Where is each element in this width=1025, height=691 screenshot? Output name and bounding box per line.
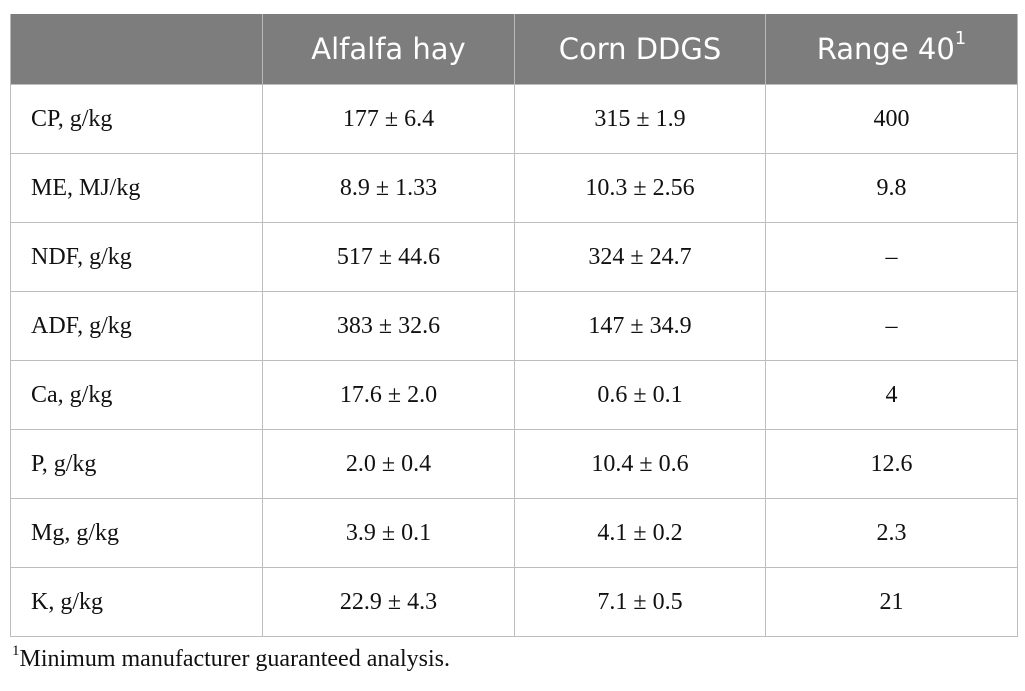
table-cell: 177 ± 6.4: [262, 84, 515, 154]
table-cell: –: [765, 291, 1018, 361]
table-row: CP, g/kg 177 ± 6.4 315 ± 1.9 400: [10, 84, 1018, 154]
table-cell: 22.9 ± 4.3: [262, 567, 515, 637]
header-cell-empty: [10, 14, 263, 85]
row-label: ADF, g/kg: [10, 291, 263, 361]
table-row: NDF, g/kg 517 ± 44.6 324 ± 24.7 –: [10, 222, 1018, 292]
table-cell: 10.4 ± 0.6: [514, 429, 766, 499]
table-cell: 8.9 ± 1.33: [262, 153, 515, 223]
row-label: NDF, g/kg: [10, 222, 263, 292]
table-cell: 4.1 ± 0.2: [514, 498, 766, 568]
row-label: Ca, g/kg: [10, 360, 263, 430]
row-label: Mg, g/kg: [10, 498, 263, 568]
footnote-text: Minimum manufacturer guaranteed analysis…: [19, 646, 451, 672]
header-row: Alfalfa hay Corn DDGS Range 401: [10, 14, 1018, 85]
table-cell: 2.3: [765, 498, 1018, 568]
table-cell: 0.6 ± 0.1: [514, 360, 766, 430]
table-cell: 383 ± 32.6: [262, 291, 515, 361]
table-cell: 147 ± 34.9: [514, 291, 766, 361]
footnote-marker: 1: [12, 643, 20, 659]
table-cell: 7.1 ± 0.5: [514, 567, 766, 637]
footnote-marker: 1: [954, 28, 967, 50]
table-cell: 9.8: [765, 153, 1018, 223]
header-cell-alfalfa-hay: Alfalfa hay: [262, 14, 515, 85]
table-cell: 10.3 ± 2.56: [514, 153, 766, 223]
table-cell: –: [765, 222, 1018, 292]
header-cell-corn-ddgs: Corn DDGS: [514, 14, 766, 85]
table-cell: 324 ± 24.7: [514, 222, 766, 292]
nutrient-composition-table: Alfalfa hay Corn DDGS Range 401 CP, g/kg…: [10, 14, 1018, 637]
table-body: CP, g/kg 177 ± 6.4 315 ± 1.9 400 ME, MJ/…: [10, 84, 1018, 637]
table-cell: 517 ± 44.6: [262, 222, 515, 292]
table-row: K, g/kg 22.9 ± 4.3 7.1 ± 0.5 21: [10, 567, 1018, 637]
table-cell: 12.6: [765, 429, 1018, 499]
table-footnote: 1Minimum manufacturer guaranteed analysi…: [12, 643, 451, 673]
row-label: CP, g/kg: [10, 84, 263, 154]
table-row: ADF, g/kg 383 ± 32.6 147 ± 34.9 –: [10, 291, 1018, 361]
table-cell: 3.9 ± 0.1: [262, 498, 515, 568]
table-cell: 400: [765, 84, 1018, 154]
table-cell: 17.6 ± 2.0: [262, 360, 515, 430]
table-row: Mg, g/kg 3.9 ± 0.1 4.1 ± 0.2 2.3: [10, 498, 1018, 568]
table-row: P, g/kg 2.0 ± 0.4 10.4 ± 0.6 12.6: [10, 429, 1018, 499]
table-row: ME, MJ/kg 8.9 ± 1.33 10.3 ± 2.56 9.8: [10, 153, 1018, 223]
table-cell: 315 ± 1.9: [514, 84, 766, 154]
nutrient-table-container: Alfalfa hay Corn DDGS Range 401 CP, g/kg…: [10, 14, 1018, 637]
table-row: Ca, g/kg 17.6 ± 2.0 0.6 ± 0.1 4: [10, 360, 1018, 430]
table-cell: 21: [765, 567, 1018, 637]
table-header: Alfalfa hay Corn DDGS Range 401: [10, 14, 1018, 85]
header-cell-range-40: Range 401: [765, 14, 1018, 85]
row-label: ME, MJ/kg: [10, 153, 263, 223]
table-cell: 2.0 ± 0.4: [262, 429, 515, 499]
row-label: P, g/kg: [10, 429, 263, 499]
row-label: K, g/kg: [10, 567, 263, 637]
table-cell: 4: [765, 360, 1018, 430]
